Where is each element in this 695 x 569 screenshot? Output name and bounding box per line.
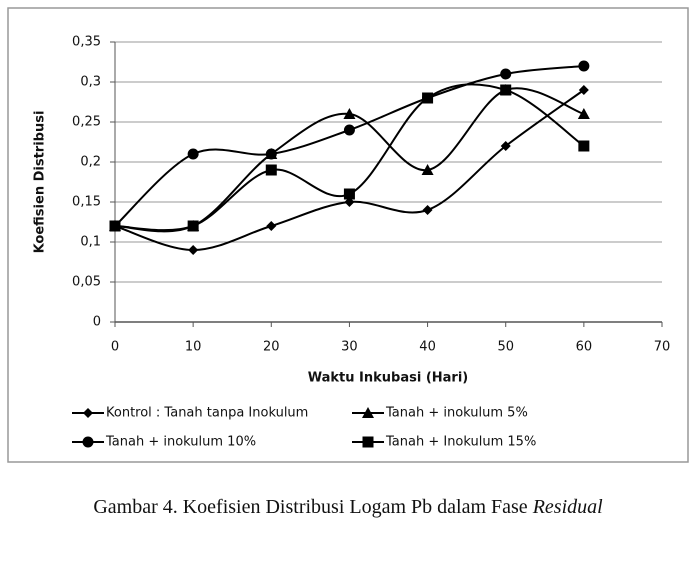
marker bbox=[578, 85, 589, 95]
marker bbox=[421, 164, 434, 175]
legend-label: Tanah + inokulum 10% bbox=[105, 435, 256, 450]
y-tick-label: 0,1 bbox=[80, 235, 101, 250]
marker bbox=[500, 84, 512, 96]
legend-label: Tanah + Inokulum 15% bbox=[385, 435, 536, 450]
marker bbox=[500, 141, 511, 151]
y-tick-label: 0,05 bbox=[72, 275, 101, 290]
y-tick-label: 0 bbox=[93, 315, 101, 330]
x-tick-label: 50 bbox=[497, 340, 514, 355]
marker bbox=[265, 164, 277, 176]
marker bbox=[578, 60, 590, 72]
legend-item: Tanah + inokulum 10% bbox=[72, 435, 256, 450]
y-tick-label: 0,25 bbox=[72, 115, 101, 130]
y-tick-label: 0,2 bbox=[80, 155, 101, 170]
legend-item: Tanah + inokulum 5% bbox=[352, 406, 528, 421]
marker bbox=[343, 124, 355, 136]
marker bbox=[265, 148, 277, 160]
x-axis-label: Waktu Inkubasi (Hari) bbox=[308, 371, 468, 386]
legend-item: Tanah + Inokulum 15% bbox=[352, 435, 536, 450]
marker bbox=[577, 108, 590, 119]
marker bbox=[343, 108, 356, 119]
marker bbox=[578, 140, 590, 152]
marker bbox=[362, 436, 374, 448]
x-tick-label: 70 bbox=[654, 340, 671, 355]
caption-emphasis: Residual bbox=[532, 496, 603, 518]
y-axis-label: Koefisien Distribusi bbox=[33, 111, 48, 254]
y-tick-label: 0,3 bbox=[80, 75, 101, 90]
x-tick-label: 10 bbox=[185, 340, 202, 355]
marker bbox=[343, 188, 355, 200]
chart-frame bbox=[7, 7, 689, 463]
x-tick-label: 40 bbox=[419, 340, 436, 355]
caption: Gambar 4. Koefisien Distribusi Logam Pb … bbox=[93, 496, 603, 518]
marker bbox=[82, 436, 94, 448]
marker bbox=[266, 221, 277, 231]
marker bbox=[83, 408, 93, 418]
x-tick-label: 20 bbox=[263, 340, 280, 355]
x-tick-label: 0 bbox=[111, 340, 119, 355]
marker bbox=[422, 92, 434, 104]
marker bbox=[500, 68, 512, 80]
marker bbox=[188, 245, 199, 255]
plot-area: 0 0,05 0,1 0,15 0,2 0,25 0,3 0,35 0 10 20 30 40 50 60 7… bbox=[72, 35, 670, 355]
legend-label: Tanah + inokulum 5% bbox=[385, 406, 528, 421]
legend-item: Kontrol : Tanah tanpa Inokulum bbox=[72, 406, 308, 421]
marker bbox=[187, 148, 199, 160]
marker bbox=[109, 220, 121, 232]
x-tick-label: 30 bbox=[341, 340, 358, 355]
y-tick-label: 0,35 bbox=[72, 35, 101, 50]
x-tick-label: 60 bbox=[576, 340, 593, 355]
legend-label: Kontrol : Tanah tanpa Inokulum bbox=[106, 406, 308, 421]
y-tick-label: 0,15 bbox=[72, 195, 101, 210]
caption-text: Gambar 4. Koefisien Distribusi Logam Pb … bbox=[93, 496, 527, 518]
marker bbox=[422, 205, 433, 215]
marker bbox=[187, 220, 199, 232]
marker bbox=[362, 407, 374, 418]
